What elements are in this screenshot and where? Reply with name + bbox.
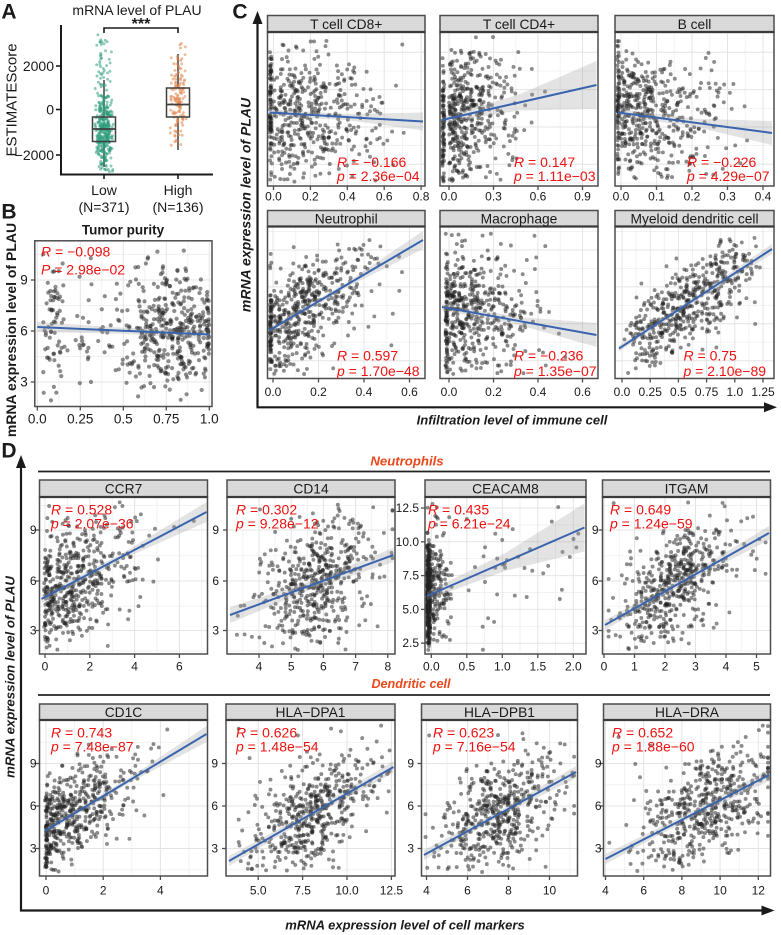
- svg-text:B: B: [1, 201, 16, 224]
- svg-text:p = 4.29e−07: p = 4.29e−07: [686, 168, 770, 184]
- svg-text:D: D: [1, 440, 16, 463]
- svg-text:R = −0.236: R = −0.236: [514, 348, 584, 364]
- svg-text:1.0: 1.0: [726, 385, 743, 399]
- svg-text:0.0: 0.0: [441, 190, 458, 204]
- svg-text:0.5: 0.5: [670, 385, 687, 399]
- svg-text:Low: Low: [91, 182, 118, 198]
- svg-text:Macrophage: Macrophage: [481, 212, 558, 227]
- svg-text:1.25: 1.25: [751, 385, 775, 399]
- svg-text:2000: 2000: [23, 58, 54, 74]
- svg-text:***: ***: [132, 16, 151, 33]
- svg-text:0.75: 0.75: [695, 385, 719, 399]
- svg-text:0.5: 0.5: [114, 412, 133, 427]
- svg-text:6: 6: [30, 574, 37, 588]
- svg-text:A: A: [1, 1, 16, 24]
- svg-text:T cell CD4+: T cell CD4+: [483, 17, 555, 32]
- svg-text:4: 4: [131, 660, 138, 674]
- svg-text:C: C: [232, 1, 247, 24]
- svg-text:0.4: 0.4: [530, 385, 547, 399]
- svg-text:p = 2.10e−89: p = 2.10e−89: [683, 363, 767, 379]
- svg-text:p = 2.07e−36: p = 2.07e−36: [50, 516, 134, 532]
- svg-text:mRNA level of PLAU: mRNA level of PLAU: [72, 2, 201, 18]
- svg-text:R = −0.166: R = −0.166: [337, 154, 407, 170]
- svg-text:P = 2.98e−02: P = 2.98e−02: [41, 262, 125, 278]
- svg-text:Tumor purity: Tumor purity: [82, 223, 165, 238]
- svg-text:0.0: 0.0: [265, 190, 282, 204]
- svg-text:p = 2.36e−04: p = 2.36e−04: [336, 168, 420, 184]
- svg-text:Infiltration level of immune c: Infiltration level of immune cell: [417, 413, 608, 428]
- svg-text:p = 1.35e−07: p = 1.35e−07: [513, 363, 597, 379]
- svg-text:0.9: 0.9: [574, 190, 591, 204]
- svg-text:0.4: 0.4: [356, 385, 373, 399]
- svg-text:R = 0.147: R = 0.147: [514, 154, 575, 170]
- svg-text:−2000: −2000: [15, 147, 55, 163]
- svg-text:1.0: 1.0: [200, 412, 219, 427]
- svg-text:0.2: 0.2: [310, 385, 327, 399]
- svg-text:R = −0.098: R = −0.098: [41, 244, 111, 260]
- svg-text:R = 0.75: R = 0.75: [684, 348, 738, 364]
- svg-text:mRNA expression level of PLAU: mRNA expression level of PLAU: [3, 223, 19, 437]
- svg-text:0: 0: [46, 102, 54, 118]
- svg-text:0.2: 0.2: [684, 190, 701, 204]
- svg-text:0.1: 0.1: [648, 190, 665, 204]
- svg-text:0.0: 0.0: [441, 385, 458, 399]
- svg-text:9: 9: [20, 273, 28, 288]
- svg-text:0.6: 0.6: [401, 385, 418, 399]
- svg-text:0.6: 0.6: [574, 385, 591, 399]
- svg-text:0.75: 0.75: [153, 412, 179, 427]
- svg-text:0.8: 0.8: [413, 190, 430, 204]
- svg-text:mRNA expression level of PLAU: mRNA expression level of PLAU: [238, 97, 254, 312]
- svg-text:0.25: 0.25: [639, 385, 663, 399]
- svg-text:0.0: 0.0: [265, 385, 282, 399]
- svg-text:0.0: 0.0: [614, 385, 631, 399]
- svg-text:p = 1.11e−03: p = 1.11e−03: [513, 168, 596, 184]
- svg-text:0.3: 0.3: [719, 190, 736, 204]
- svg-text:0.6: 0.6: [530, 190, 547, 204]
- svg-text:mRNA expression level of PLAU: mRNA expression level of PLAU: [3, 576, 18, 778]
- svg-text:CCR7: CCR7: [105, 482, 143, 497]
- svg-text:0.0: 0.0: [613, 190, 630, 204]
- svg-text:mRNA expression level of cell: mRNA expression level of cell markers: [285, 918, 524, 933]
- svg-text:0.4: 0.4: [339, 190, 356, 204]
- svg-text:0.3: 0.3: [485, 190, 502, 204]
- svg-text:6: 6: [20, 324, 28, 339]
- svg-text:(N=371): (N=371): [79, 199, 130, 215]
- svg-text:Neutrophil: Neutrophil: [315, 212, 378, 227]
- svg-text:3: 3: [20, 375, 28, 390]
- svg-text:3: 3: [30, 624, 37, 638]
- svg-text:p = 1.70e−48: p = 1.70e−48: [336, 363, 420, 379]
- svg-text:B cell: B cell: [678, 17, 712, 32]
- svg-text:0.2: 0.2: [485, 385, 502, 399]
- svg-text:High: High: [164, 182, 193, 198]
- svg-text:0.4: 0.4: [755, 190, 772, 204]
- svg-text:(N=136): (N=136): [153, 199, 204, 215]
- svg-text:0.6: 0.6: [376, 190, 393, 204]
- svg-text:ESTIMATEScore: ESTIMATEScore: [4, 43, 21, 156]
- svg-text:T cell CD8+: T cell CD8+: [310, 17, 382, 32]
- svg-text:Neutrophils: Neutrophils: [370, 454, 443, 469]
- svg-text:0.2: 0.2: [302, 190, 319, 204]
- svg-text:0.0: 0.0: [28, 412, 47, 427]
- svg-text:R = 0.597: R = 0.597: [337, 348, 398, 364]
- svg-text:2: 2: [86, 660, 93, 674]
- svg-text:0: 0: [42, 660, 49, 674]
- svg-text:9: 9: [30, 523, 37, 537]
- svg-text:Myeloid dendritic cell: Myeloid dendritic cell: [630, 212, 758, 227]
- svg-text:6: 6: [176, 660, 183, 674]
- svg-text:0.25: 0.25: [67, 412, 93, 427]
- svg-text:Dendritic cell: Dendritic cell: [371, 677, 451, 691]
